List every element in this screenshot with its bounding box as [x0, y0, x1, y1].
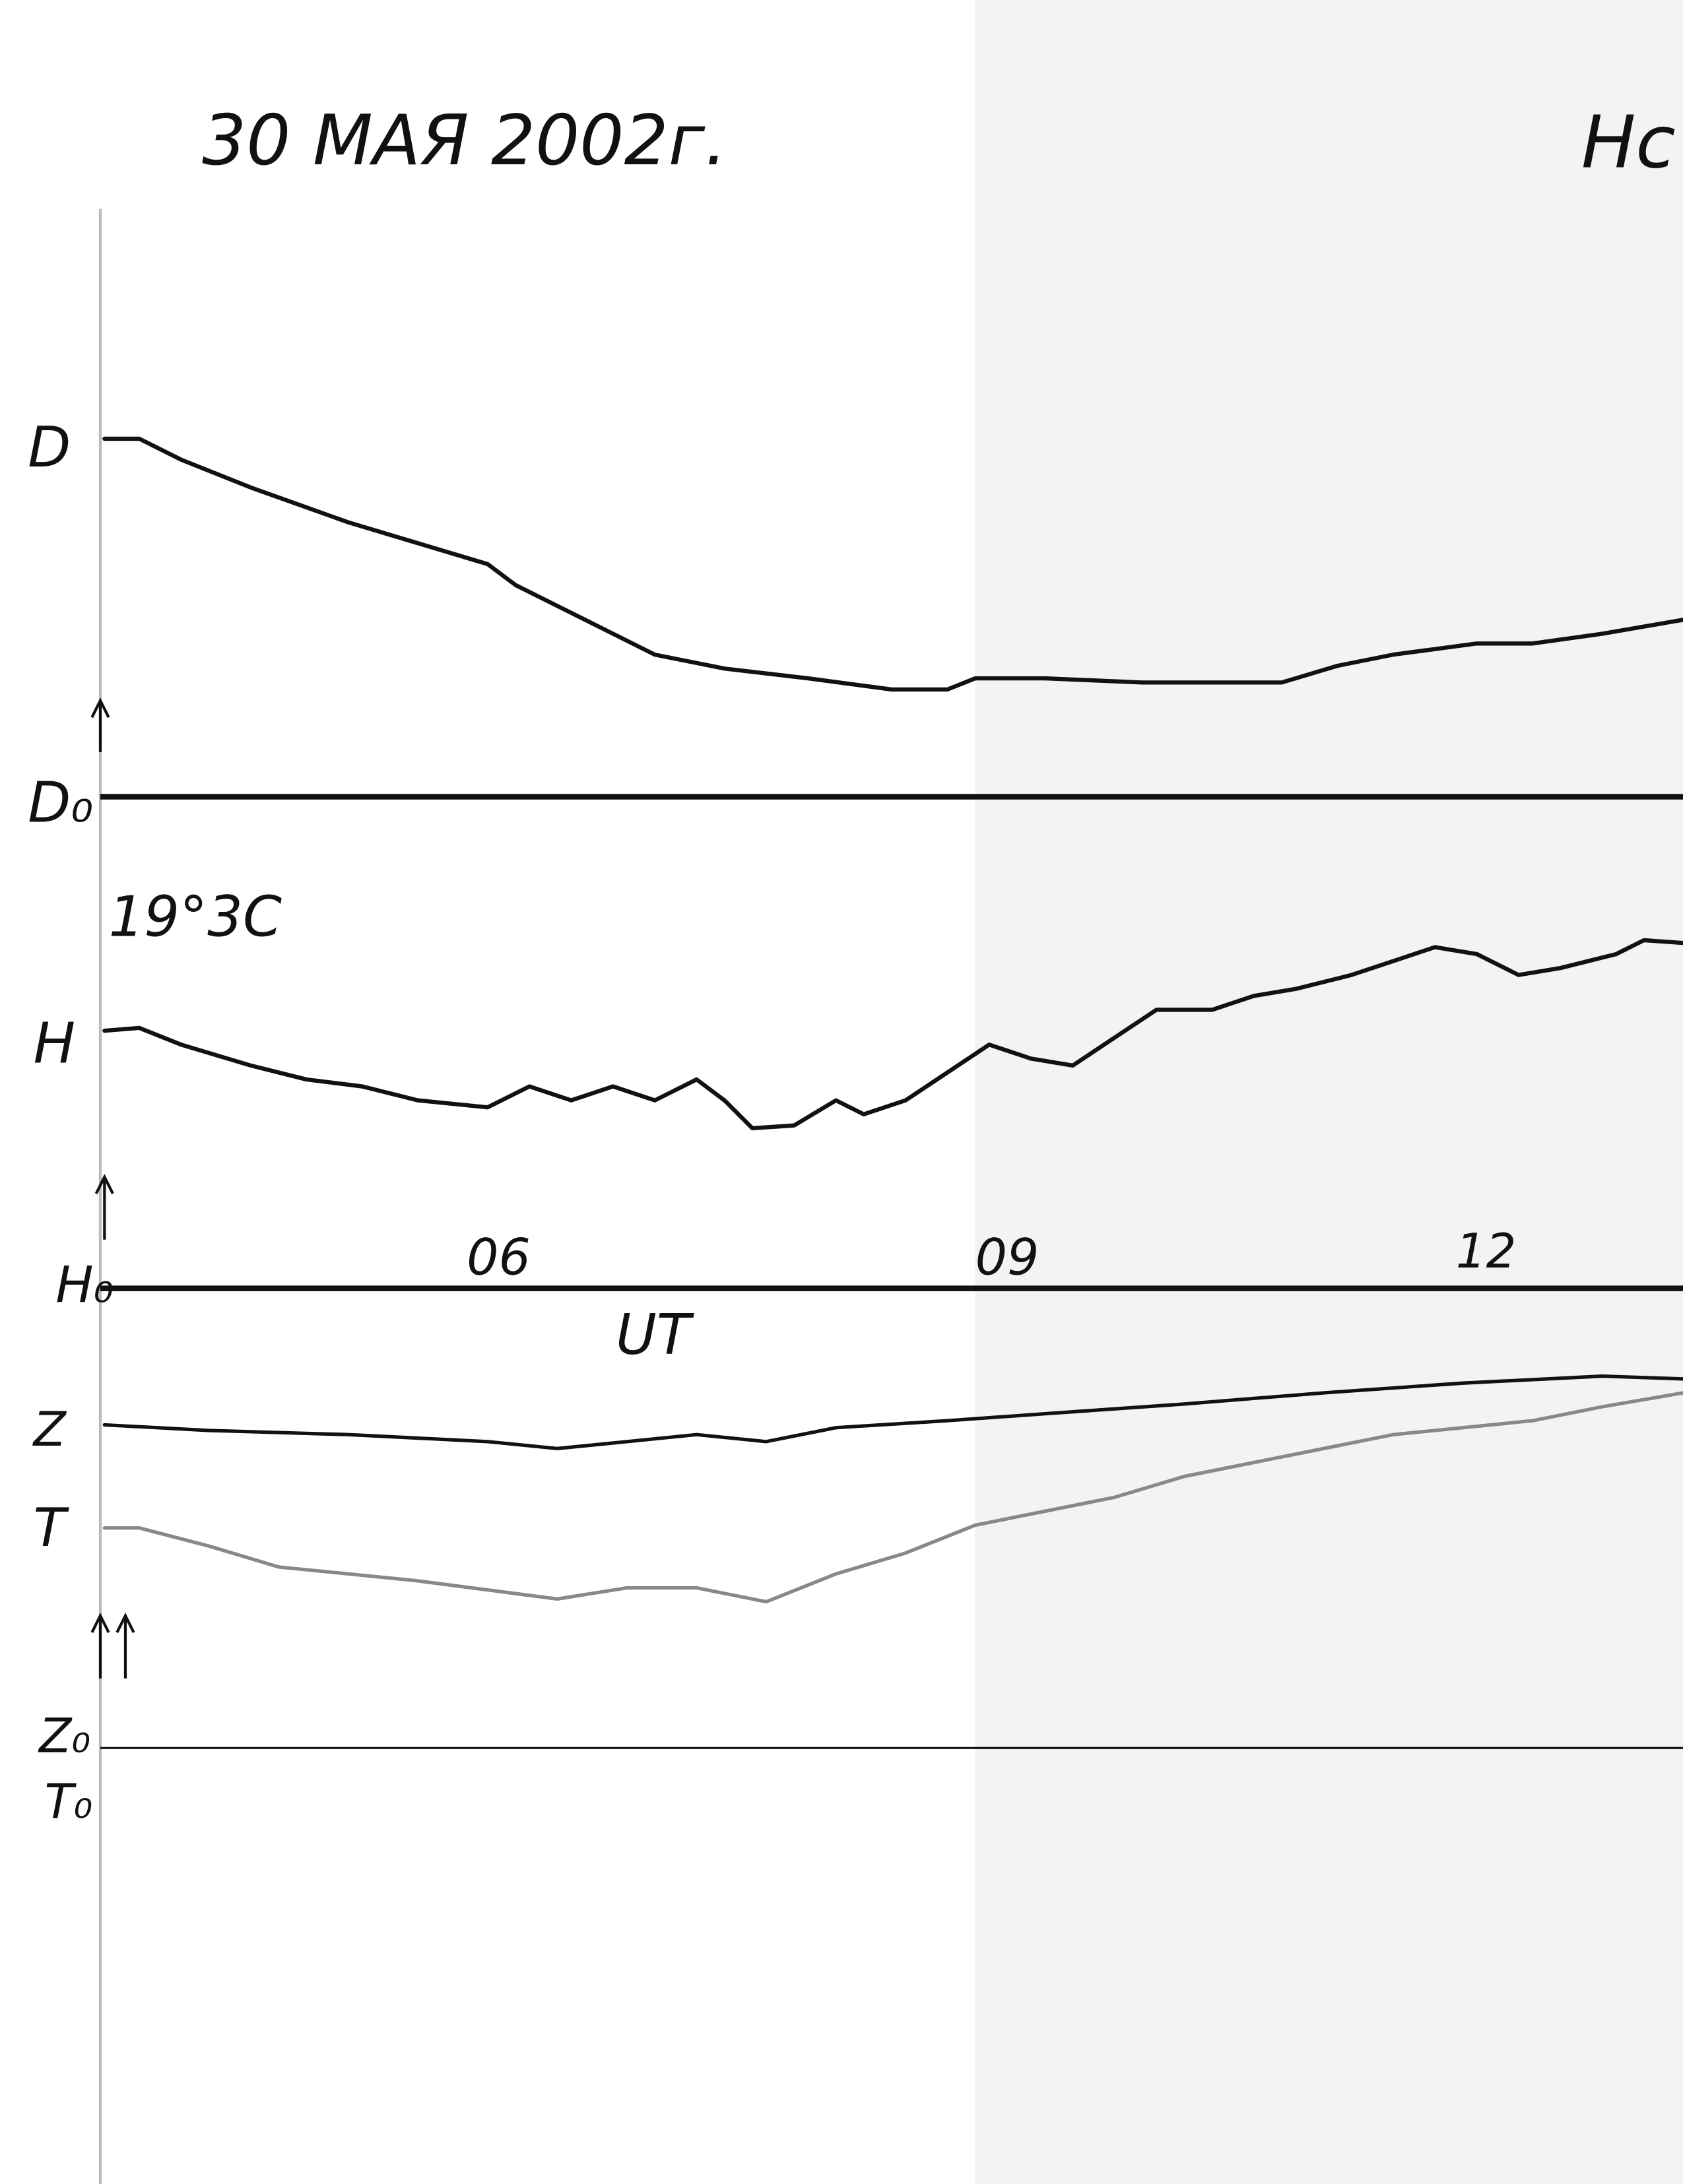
station: Нс	[1581, 100, 1676, 184]
t-trace	[102, 1391, 1683, 1604]
h-arrow-head	[94, 1174, 114, 1195]
d-label: D	[28, 415, 71, 480]
temperature: 19°3C	[109, 885, 282, 949]
z-trace	[102, 1374, 1683, 1451]
time-tick: 12	[1456, 1223, 1516, 1279]
time-tick: 06	[467, 1228, 531, 1287]
z-arrow-head	[90, 1612, 110, 1633]
t-arrow-head	[116, 1612, 135, 1633]
paper-shade	[975, 0, 1683, 2184]
h0-label: H₀	[55, 1256, 114, 1314]
time-axis-label: UT	[616, 1302, 695, 1367]
d-trace	[102, 436, 1683, 692]
z0-label: Z₀	[38, 1708, 90, 1764]
h-trace	[102, 938, 1683, 1131]
time-tick: 09	[975, 1228, 1040, 1287]
t-label: T	[34, 1497, 70, 1558]
d0-label: D₀	[28, 770, 93, 835]
date: 30 МАЯ 2002г.	[202, 100, 727, 181]
h-label: H	[34, 1012, 75, 1076]
d-arrow-head	[90, 697, 110, 719]
z-label: Z	[32, 1401, 67, 1457]
t0-label: T₀	[45, 1774, 93, 1829]
